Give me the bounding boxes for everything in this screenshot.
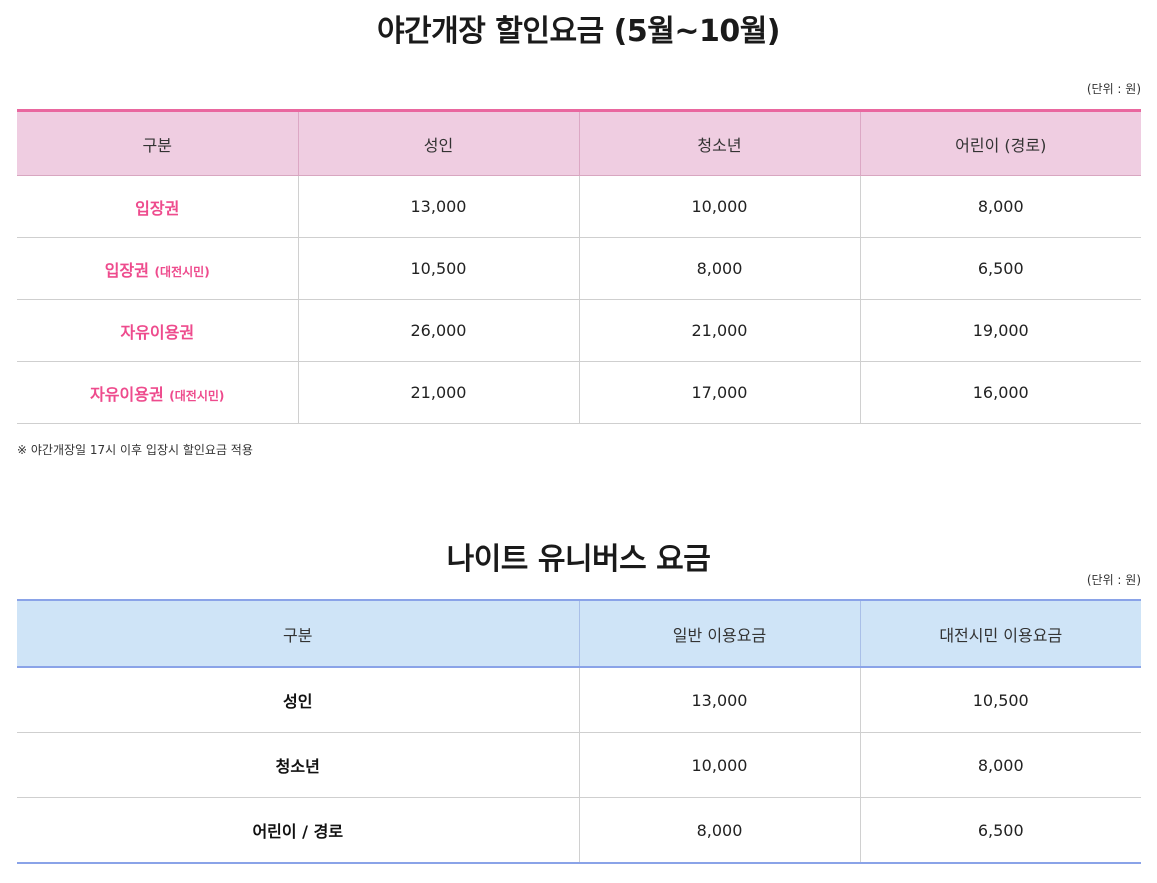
row-label: 성인 (17, 667, 580, 733)
night-universe-table: 구분 일반 이용요금 대전시민 이용요금 성인 13,000 10,500 청소… (17, 599, 1141, 864)
column-header-citizen-fee: 대전시민 이용요금 (860, 600, 1141, 668)
price-cell: 8,000 (579, 797, 861, 863)
row-sublabel: (대전시민) (154, 264, 210, 279)
table-row: 자유이용권 26,000 21,000 19,000 (17, 299, 1141, 362)
table-row: 입장권 13,000 10,000 8,000 (17, 175, 1141, 238)
table-row: 어린이 / 경로 8,000 6,500 (17, 797, 1141, 863)
table-header-row: 구분 성인 청소년 어린이 (경로) (17, 110, 1141, 176)
column-header-child: 어린이 (경로) (860, 110, 1141, 176)
price-cell: 8,000 (860, 732, 1141, 798)
night-universe-title: 나이트 유니버스 요금 (446, 542, 711, 577)
column-header-adult: 성인 (298, 110, 580, 176)
price-cell: 19,000 (860, 299, 1141, 362)
price-cell: 10,000 (579, 732, 861, 798)
night-discount-table: 구분 성인 청소년 어린이 (경로) 입장권 13,000 10,000 8,0… (17, 109, 1141, 424)
row-label: 자유이용권 (대전시민) (17, 361, 299, 424)
row-label: 입장권 (대전시민) (17, 237, 299, 300)
price-cell: 10,000 (579, 175, 861, 238)
price-cell: 16,000 (860, 361, 1141, 424)
price-cell: 13,000 (579, 667, 861, 733)
price-cell: 13,000 (298, 175, 580, 238)
row-label: 청소년 (17, 732, 580, 798)
row-label: 입장권 (17, 175, 299, 238)
price-cell: 8,000 (579, 237, 861, 300)
price-cell: 10,500 (298, 237, 580, 300)
column-header-category: 구분 (17, 110, 299, 176)
row-label: 자유이용권 (17, 299, 299, 362)
price-cell: 17,000 (579, 361, 861, 424)
price-cell: 8,000 (860, 175, 1141, 238)
table-row: 청소년 10,000 8,000 (17, 732, 1141, 798)
unit-label: (단위 : 원) (1086, 573, 1141, 587)
price-cell: 10,500 (860, 667, 1141, 733)
discount-note: ※ 야간개장일 17시 이후 입장시 할인요금 적용 (17, 443, 253, 457)
column-header-general-fee: 일반 이용요금 (579, 600, 861, 668)
row-label: 어린이 / 경로 (17, 797, 580, 863)
table-header-row: 구분 일반 이용요금 대전시민 이용요금 (17, 600, 1141, 668)
table-row: 입장권 (대전시민) 10,500 8,000 6,500 (17, 237, 1141, 300)
column-header-youth: 청소년 (579, 110, 861, 176)
unit-label: (단위 : 원) (1086, 82, 1141, 96)
table-row: 자유이용권 (대전시민) 21,000 17,000 16,000 (17, 361, 1141, 424)
price-cell: 21,000 (579, 299, 861, 362)
price-cell: 21,000 (298, 361, 580, 424)
price-cell: 6,500 (860, 237, 1141, 300)
price-cell: 6,500 (977, 820, 1024, 840)
price-cell: 26,000 (298, 299, 580, 362)
row-sublabel: (대전시민) (169, 388, 225, 403)
column-header-category: 구분 (17, 600, 580, 668)
night-discount-title: 야간개장 할인요금 (5월~10월) (376, 14, 781, 49)
table-row: 성인 13,000 10,500 (17, 667, 1141, 733)
